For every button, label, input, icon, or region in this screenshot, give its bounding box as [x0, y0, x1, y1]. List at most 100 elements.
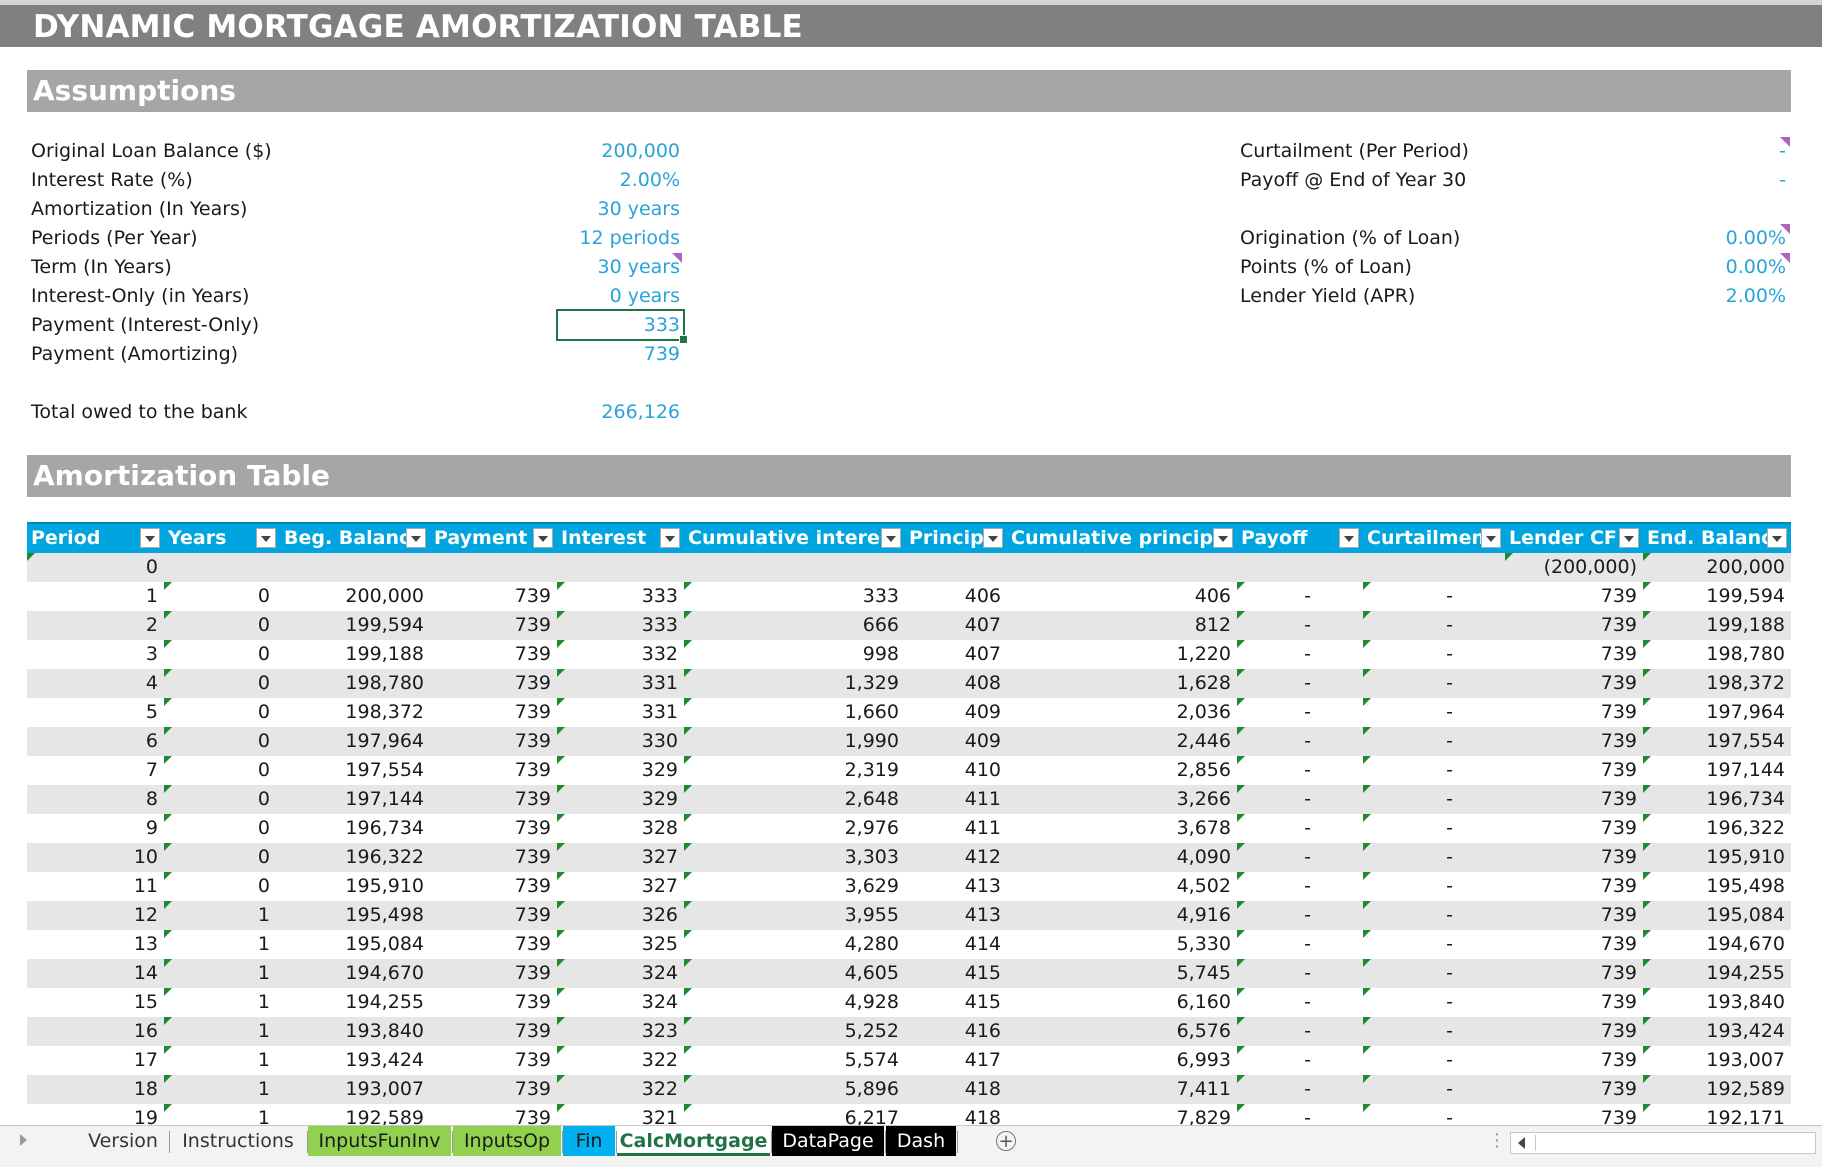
table-cell[interactable]: 6 — [145, 730, 158, 752]
table-cell[interactable] — [905, 553, 1001, 582]
column-header[interactable]: Cumulative principal — [1011, 527, 1233, 549]
table-cell[interactable]: - — [1446, 614, 1453, 636]
table-cell[interactable]: 408 — [964, 672, 1001, 694]
column-header[interactable]: Years — [168, 527, 227, 549]
filter-dropdown-icon[interactable] — [256, 528, 276, 548]
scroll-left-icon[interactable] — [20, 1134, 27, 1146]
table-cell[interactable]: 413 — [964, 904, 1001, 926]
sheet-tab[interactable]: Fin — [563, 1126, 615, 1156]
table-cell[interactable]: 195,910 — [345, 875, 424, 897]
table-cell[interactable]: - — [1446, 991, 1453, 1013]
table-cell[interactable]: 2,446 — [1176, 730, 1231, 752]
column-header[interactable]: Cumulative interest — [688, 527, 901, 549]
table-cell[interactable]: 739 — [1600, 933, 1637, 955]
table-cell[interactable]: 739 — [1600, 1020, 1637, 1042]
sheet-tab[interactable]: Dash — [886, 1126, 956, 1156]
table-cell[interactable]: 0 — [257, 701, 270, 723]
table-cell[interactable]: - — [1304, 1020, 1311, 1042]
table-cell[interactable]: 323 — [641, 1020, 678, 1042]
table-cell[interactable]: 739 — [1600, 672, 1637, 694]
table-cell[interactable]: 739 — [514, 614, 551, 636]
table-cell[interactable]: 332 — [641, 643, 678, 665]
table-cell[interactable]: 2,648 — [844, 788, 899, 810]
table-cell[interactable]: 739 — [514, 730, 551, 752]
filter-dropdown-icon[interactable] — [881, 528, 901, 548]
table-cell[interactable]: 5,252 — [844, 1020, 899, 1042]
table-cell[interactable]: 739 — [1600, 585, 1637, 607]
scroll-left-arrow-icon[interactable] — [1518, 1137, 1525, 1149]
filter-dropdown-icon[interactable] — [1213, 528, 1233, 548]
table-cell[interactable]: 0 — [257, 643, 270, 665]
table-cell[interactable]: - — [1446, 1020, 1453, 1042]
column-header[interactable]: Payoff — [1241, 527, 1308, 549]
table-cell[interactable]: 1,990 — [844, 730, 899, 752]
filter-dropdown-icon[interactable] — [406, 528, 426, 548]
table-cell[interactable]: 739 — [514, 672, 551, 694]
table-cell[interactable]: 739 — [1600, 1078, 1637, 1100]
table-cell[interactable]: 739 — [514, 962, 551, 984]
table-cell[interactable]: 3,303 — [844, 846, 899, 868]
table-cell[interactable]: 739 — [514, 1020, 551, 1042]
table-cell[interactable]: 5 — [145, 701, 158, 723]
table-cell[interactable]: 4,502 — [1176, 875, 1231, 897]
table-cell[interactable]: 11 — [133, 875, 158, 897]
table-cell[interactable]: 415 — [964, 962, 1001, 984]
fill-handle[interactable] — [679, 335, 688, 344]
column-header[interactable]: Payment — [434, 527, 528, 549]
table-cell[interactable]: 1,329 — [844, 672, 899, 694]
table-cell[interactable]: 331 — [641, 672, 678, 694]
table-cell[interactable]: 7,829 — [1176, 1107, 1231, 1129]
table-cell[interactable]: 321 — [641, 1107, 678, 1129]
table-cell[interactable]: - — [1304, 817, 1311, 839]
table-cell[interactable]: - — [1304, 1078, 1311, 1100]
table-cell[interactable]: 0 — [257, 759, 270, 781]
table-cell[interactable]: 4,605 — [844, 962, 899, 984]
table-cell[interactable]: 331 — [641, 701, 678, 723]
table-cell[interactable]: 2,976 — [844, 817, 899, 839]
assumption-value[interactable]: 0.00% — [1725, 227, 1786, 249]
table-cell[interactable]: 197,554 — [345, 759, 424, 781]
table-cell[interactable]: - — [1304, 730, 1311, 752]
table-cell[interactable]: 4,928 — [844, 991, 899, 1013]
table-cell[interactable]: 6,217 — [844, 1107, 899, 1129]
filter-dropdown-icon[interactable] — [1339, 528, 1359, 548]
table-cell[interactable]: - — [1446, 1078, 1453, 1100]
table-cell[interactable]: 326 — [641, 904, 678, 926]
table-cell[interactable]: 0 — [257, 614, 270, 636]
table-cell[interactable]: - — [1304, 991, 1311, 1013]
table-cell[interactable]: 415 — [964, 991, 1001, 1013]
table-cell[interactable]: 195,910 — [1706, 846, 1785, 868]
table-cell[interactable]: 194,670 — [1706, 933, 1785, 955]
table-cell[interactable]: 739 — [514, 759, 551, 781]
table-cell[interactable]: - — [1304, 846, 1311, 868]
table-cell[interactable]: 327 — [641, 875, 678, 897]
table-cell[interactable]: 739 — [1600, 701, 1637, 723]
filter-dropdown-icon[interactable] — [1481, 528, 1501, 548]
table-cell[interactable]: - — [1304, 759, 1311, 781]
column-header[interactable]: End. Balance — [1647, 527, 1786, 549]
table-cell[interactable]: 739 — [1600, 817, 1637, 839]
table-cell[interactable]: - — [1304, 643, 1311, 665]
table-cell[interactable]: 0 — [257, 875, 270, 897]
table-cell[interactable]: - — [1446, 1107, 1453, 1129]
table-cell[interactable]: - — [1446, 788, 1453, 810]
table-cell[interactable]: 7,411 — [1176, 1078, 1231, 1100]
table-cell[interactable]: 739 — [1600, 643, 1637, 665]
table-cell[interactable]: 4,280 — [844, 933, 899, 955]
table-cell[interactable]: 666 — [862, 614, 899, 636]
table-cell[interactable]: 200,000 — [345, 585, 424, 607]
table-cell[interactable]: 198,780 — [345, 672, 424, 694]
table-cell[interactable] — [1363, 553, 1453, 582]
table-cell[interactable]: 327 — [641, 846, 678, 868]
table-cell[interactable]: 199,188 — [1706, 614, 1785, 636]
table-cell[interactable]: 3,955 — [844, 904, 899, 926]
table-cell[interactable]: - — [1446, 933, 1453, 955]
table-cell[interactable]: - — [1304, 904, 1311, 926]
table-cell[interactable]: 197,964 — [1706, 701, 1785, 723]
table-cell[interactable]: 1,660 — [844, 701, 899, 723]
table-cell[interactable]: 198,372 — [1706, 672, 1785, 694]
table-cell[interactable]: 739 — [1600, 962, 1637, 984]
table-cell[interactable]: 6,160 — [1176, 991, 1231, 1013]
table-cell[interactable]: 10 — [133, 846, 158, 868]
table-cell[interactable]: 739 — [514, 846, 551, 868]
